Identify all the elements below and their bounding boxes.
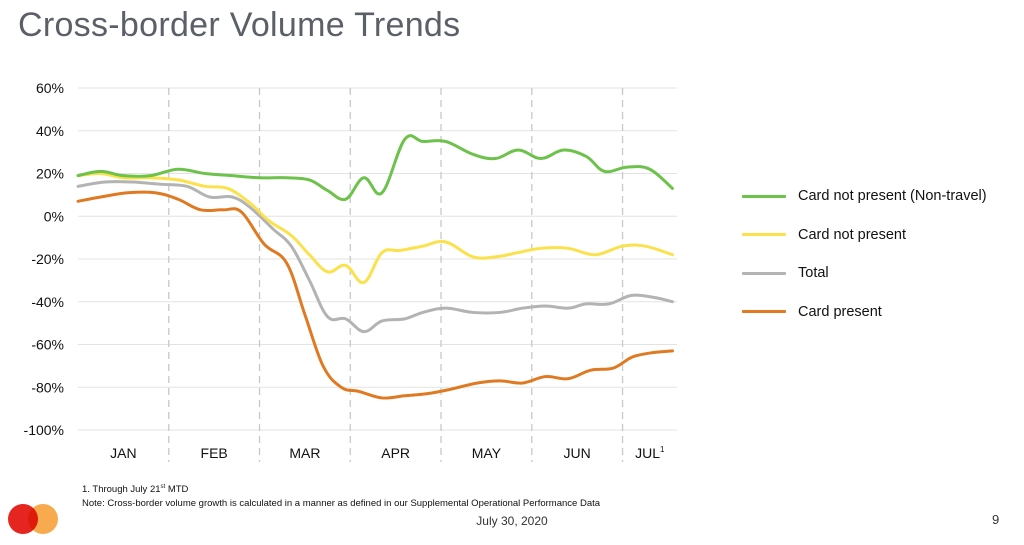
footnote-2: Note: Cross-border volume growth is calc… [82, 498, 601, 510]
legend-swatch [742, 194, 786, 198]
legend-label: Total [798, 265, 829, 281]
legend-label: Card not present [798, 226, 907, 243]
x-tick-label: MAR [289, 445, 320, 461]
y-tick-label: 60% [36, 80, 64, 96]
x-tick-label: FEB [201, 445, 228, 461]
legend-item: Card present [742, 302, 987, 322]
y-tick-label: 40% [36, 123, 64, 139]
legend-swatch [742, 271, 786, 275]
x-tick-label: JAN [110, 445, 136, 461]
legend-item: Total [742, 263, 987, 283]
series-line-card-present [76, 190, 674, 400]
y-tick-label: -100% [24, 422, 64, 438]
y-tick-label: 0% [44, 208, 64, 224]
legend-swatch [742, 233, 786, 236]
mastercard-logo-icon [6, 500, 58, 534]
legend-item: Card not present (Non-travel) [742, 186, 987, 206]
legend-item: Card not present [742, 225, 987, 245]
y-tick-label: -40% [31, 294, 64, 310]
legend-label: Card present [798, 303, 882, 320]
legend-label: Card not present (Non-travel) [798, 188, 987, 204]
chart-legend: Card not present (Non-travel) Card not pr… [742, 186, 987, 340]
x-tick-label: JUL1 [635, 445, 665, 461]
slide-date: July 30, 2020 [476, 514, 548, 528]
y-axis-ticks: 60% 40% 20% 0% -20% -40% -60% -80% -100% [24, 80, 64, 438]
y-tick-label: -20% [31, 251, 64, 267]
footnote-1: 1. Through July 21st MTD [82, 484, 189, 496]
x-axis-ticks: JAN FEB MAR APR MAY JUN JUL1 [110, 445, 665, 461]
x-tick-label: MAY [472, 445, 502, 461]
chart-gridlines [78, 87, 677, 431]
y-tick-label: -80% [31, 379, 64, 395]
series-line-total [76, 180, 674, 334]
y-tick-label: 20% [36, 166, 64, 182]
x-tick-label: APR [381, 445, 410, 461]
series-line-card-not-present [76, 171, 674, 285]
x-tick-label: JUN [564, 445, 591, 461]
series-line-card-not-present-non-travel [76, 134, 674, 202]
slide-title: Cross-border Volume Trends [18, 6, 461, 44]
y-tick-label: -60% [31, 337, 64, 353]
series-lines [76, 134, 674, 400]
legend-swatch [742, 310, 786, 313]
month-separators [168, 88, 624, 462]
footnotes: 1. Through July 21st MTD Note: Cross-bor… [82, 480, 600, 511]
page-number: 9 [992, 512, 1000, 527]
